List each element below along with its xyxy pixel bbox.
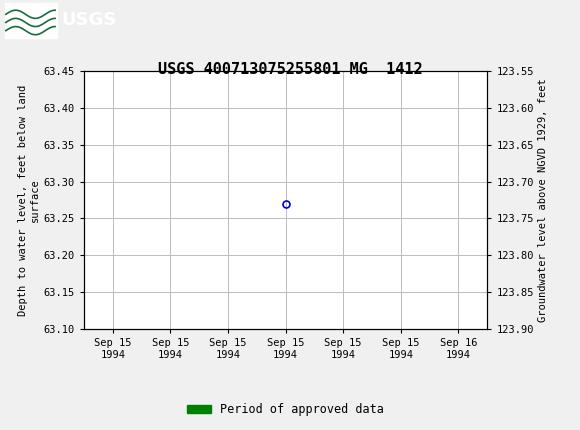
- Text: USGS: USGS: [61, 12, 116, 29]
- Y-axis label: Groundwater level above NGVD 1929, feet: Groundwater level above NGVD 1929, feet: [538, 78, 548, 322]
- Y-axis label: Depth to water level, feet below land
surface: Depth to water level, feet below land su…: [18, 84, 39, 316]
- Text: USGS 400713075255801 MG  1412: USGS 400713075255801 MG 1412: [158, 62, 422, 77]
- Legend: Period of approved data: Period of approved data: [183, 399, 389, 421]
- FancyBboxPatch shape: [5, 3, 57, 37]
